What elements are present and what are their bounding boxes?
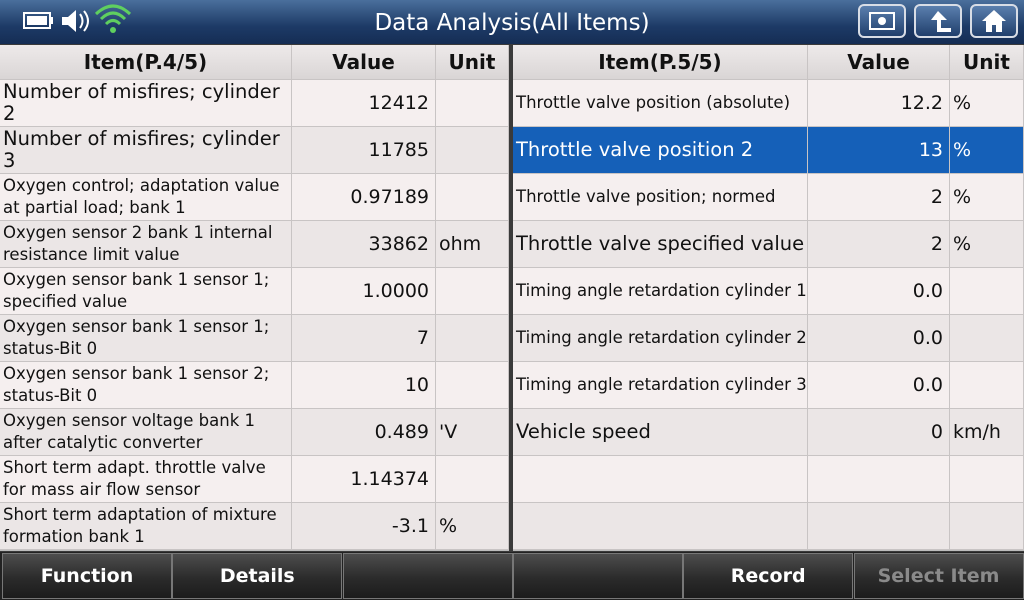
row-item[interactable]: Throttle valve position; normed <box>513 174 808 221</box>
row-unit[interactable]: ohm <box>436 221 509 268</box>
row-value[interactable]: 0.0 <box>808 362 950 409</box>
row-unit[interactable] <box>950 315 1024 362</box>
column-header: Value <box>808 45 950 80</box>
empty-cell <box>513 456 808 503</box>
row-item[interactable]: Throttle valve position 2 <box>513 127 808 174</box>
row-item[interactable]: Oxygen sensor bank 1 sensor 2; status-Bi… <box>0 362 292 409</box>
row-item[interactable]: Oxygen sensor bank 1 sensor 1; specified… <box>0 268 292 315</box>
row-item[interactable]: Number of misfires; cylinder 3 <box>0 127 292 174</box>
row-value[interactable]: 1.0000 <box>292 268 436 315</box>
left-table: Item(P.4/5) Value Unit Number of misfires; … <box>0 45 509 551</box>
row-unit[interactable] <box>950 362 1024 409</box>
row-unit[interactable] <box>950 268 1024 315</box>
row-value[interactable]: 7 <box>292 315 436 362</box>
empty-cell <box>513 503 808 550</box>
button: Select Item <box>853 553 1024 599</box>
back-button[interactable] <box>914 4 962 38</box>
row-item[interactable]: Oxygen sensor voltage bank 1 after catal… <box>0 409 292 456</box>
column-header: Item(P.5/5) <box>513 45 808 80</box>
row-value[interactable]: 13 <box>808 127 950 174</box>
title: Data Analysis(All Items) <box>374 10 650 36</box>
row-item[interactable]: Oxygen sensor bank 1 sensor 1; status-Bi… <box>0 315 292 362</box>
screenshot-button[interactable] <box>858 4 906 38</box>
status-icons <box>23 4 132 33</box>
column-header: Unit <box>950 45 1024 80</box>
empty-cell <box>950 503 1024 550</box>
row-unit[interactable] <box>436 80 509 127</box>
row-value[interactable]: 0.489 <box>292 409 436 456</box>
row-item[interactable]: Timing angle retardation cylinder 2 <box>513 315 808 362</box>
empty-cell <box>808 503 950 550</box>
button <box>342 553 513 599</box>
empty-cell <box>808 456 950 503</box>
button-bar: Function Details Record Select Item <box>0 552 1024 600</box>
row-value[interactable]: 1.14374 <box>292 456 436 503</box>
column-header: Value <box>292 45 436 80</box>
home-button[interactable] <box>970 4 1018 38</box>
row-item[interactable]: Short term adaptation of mixture formati… <box>0 503 292 550</box>
row-unit[interactable]: % <box>950 80 1024 127</box>
row-value[interactable]: 11785 <box>292 127 436 174</box>
title-bar: Data Analysis(All Items) <box>0 0 1024 44</box>
empty-cell <box>950 456 1024 503</box>
button[interactable]: Record <box>683 553 854 599</box>
row-unit[interactable] <box>436 174 509 221</box>
row-unit[interactable]: % <box>950 127 1024 174</box>
row-unit[interactable] <box>436 456 509 503</box>
row-value[interactable]: 2 <box>808 174 950 221</box>
button[interactable]: Function <box>2 553 172 599</box>
row-item[interactable]: Oxygen control; adaptation value at part… <box>0 174 292 221</box>
row-unit[interactable]: % <box>436 503 509 550</box>
row-unit[interactable]: km/h <box>950 409 1024 456</box>
row-unit[interactable]: % <box>950 221 1024 268</box>
row-item[interactable]: Timing angle retardation cylinder 3 <box>513 362 808 409</box>
row-item[interactable]: Throttle valve specified value <box>513 221 808 268</box>
button <box>512 553 683 599</box>
row-item[interactable]: Oxygen sensor 2 bank 1 internal resistan… <box>0 221 292 268</box>
row-value[interactable]: 0.0 <box>808 268 950 315</box>
row-item[interactable]: Timing angle retardation cylinder 1 <box>513 268 808 315</box>
right-table: Item(P.5/5) Value Unit Throttle valve posit… <box>513 45 1024 551</box>
row-value[interactable]: 12412 <box>292 80 436 127</box>
row-value[interactable]: 0.97189 <box>292 174 436 221</box>
column-header: Item(P.4/5) <box>0 45 292 80</box>
row-value[interactable]: 0.0 <box>808 315 950 362</box>
row-value[interactable]: 0 <box>808 409 950 456</box>
row-unit[interactable]: % <box>950 174 1024 221</box>
row-unit[interactable] <box>436 268 509 315</box>
row-item[interactable]: Short term adapt. throttle valve for mas… <box>0 456 292 503</box>
row-item[interactable]: Number of misfires; cylinder 2 <box>0 80 292 127</box>
row-value[interactable]: -3.1 <box>292 503 436 550</box>
button[interactable]: Details <box>172 553 343 599</box>
column-header: Unit <box>436 45 509 80</box>
row-unit[interactable] <box>436 127 509 174</box>
row-unit[interactable] <box>436 315 509 362</box>
row-value[interactable]: 12.2 <box>808 80 950 127</box>
row-value[interactable]: 10 <box>292 362 436 409</box>
row-item[interactable]: Throttle valve position (absolute) <box>513 80 808 127</box>
row-unit[interactable] <box>436 362 509 409</box>
row-value[interactable]: 33862 <box>292 221 436 268</box>
row-value[interactable]: 2 <box>808 221 950 268</box>
row-item[interactable]: Vehicle speed <box>513 409 808 456</box>
row-unit[interactable]: 'V <box>436 409 509 456</box>
